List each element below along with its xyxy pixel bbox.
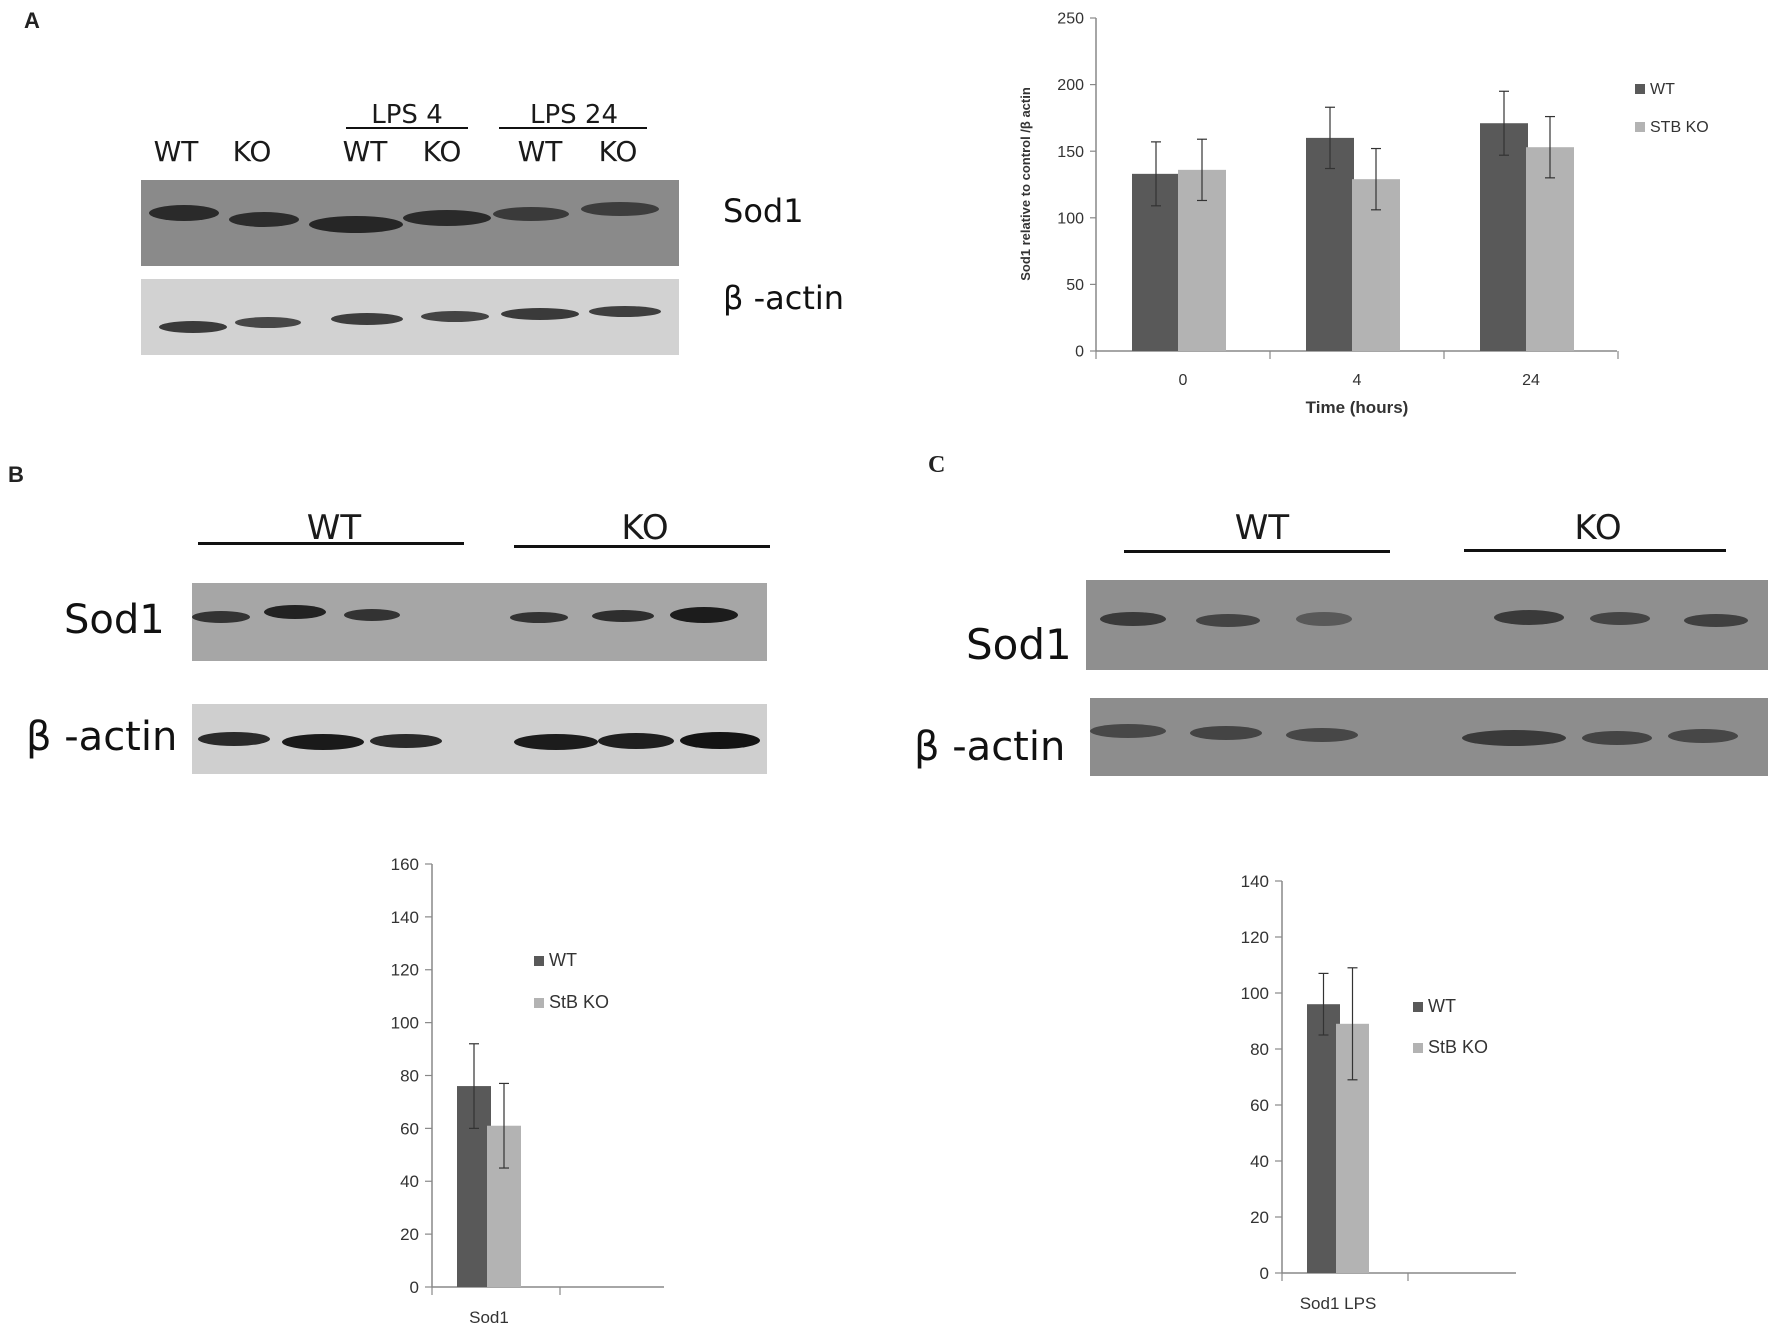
blot-a-lane-3: WT — [342, 135, 388, 168]
chart-b-y-tick-label: 0 — [410, 1278, 419, 1297]
chart-c-y-tick-label: 120 — [1241, 928, 1269, 947]
blot-a-lane-1: WT — [153, 135, 199, 168]
chart-b-y-tick-label: 20 — [400, 1225, 419, 1244]
chart-a-category-label: 24 — [1522, 372, 1540, 389]
chart-b-y-tick-label: 60 — [400, 1119, 419, 1138]
chart-a-legend-label: WT — [1650, 81, 1675, 98]
chart-a-legend-swatch — [1635, 122, 1645, 132]
chart-b-legend-label: WT — [549, 950, 577, 970]
chart-a-category-label: 4 — [1353, 372, 1362, 389]
blot-a-actin-image — [141, 279, 679, 355]
chart-c-y-tick-label: 0 — [1260, 1264, 1269, 1283]
chart-b-legend-swatch — [534, 956, 544, 966]
chart-a-y-tick-label: 50 — [1066, 277, 1084, 294]
chart-c-y-tick-label: 140 — [1241, 872, 1269, 891]
blot-c-group-wt: WT — [1234, 508, 1290, 548]
chart-b-y-tick-label: 100 — [391, 1014, 419, 1033]
blot-b-row-actin-label: β -actin — [26, 714, 178, 760]
chart-c-legend-label: StB KO — [1428, 1037, 1488, 1057]
panel-a-letter: A — [24, 8, 40, 33]
blot-b-group-wt: WT — [306, 508, 362, 548]
chart-b-y-tick-label: 140 — [391, 908, 419, 927]
chart-a-y-axis-title: Sod1 relative to control /β actin — [1018, 87, 1033, 281]
chart-a-bar-stb-ko-2 — [1526, 147, 1574, 351]
blot-a-lane-6: KO — [598, 135, 638, 168]
chart-b-legend-swatch — [534, 998, 544, 1008]
chart-a-category-label: 0 — [1179, 372, 1188, 389]
chart-b-y-tick-label: 120 — [391, 961, 419, 980]
chart-c-bar-wt-0 — [1307, 1004, 1340, 1273]
chart-c-y-tick-label: 100 — [1241, 984, 1269, 1003]
chart-a-bar-wt-2 — [1480, 123, 1528, 351]
blot-b-actin-image — [192, 704, 767, 774]
blot-a-group-lps24: LPS 24 — [529, 100, 619, 130]
blot-c-row-actin-label: β -actin — [914, 724, 1066, 770]
blot-a-sod1-image — [141, 180, 679, 266]
chart-c-legend-label: WT — [1428, 996, 1456, 1016]
chart-b-legend-label: StB KO — [549, 992, 609, 1012]
chart-b-y-tick-label: 40 — [400, 1172, 419, 1191]
blot-a-lane-4: KO — [422, 135, 462, 168]
chart-c-y-tick-label: 20 — [1250, 1208, 1269, 1227]
panel-b-letter: B — [8, 462, 24, 487]
blot-a-group-rule-lps24 — [499, 127, 647, 129]
blot-b-group-rule-ko — [514, 545, 770, 548]
panel-c-letter: C — [928, 452, 946, 478]
chart-a-y-tick-label: 100 — [1057, 210, 1084, 227]
blot-a-row-sod1-label: Sod1 — [723, 192, 804, 230]
blot-b-row-sod1-label: Sod1 — [64, 597, 165, 643]
chart-c-y-tick-label: 60 — [1250, 1096, 1269, 1115]
chart-c-y-tick-label: 80 — [1250, 1040, 1269, 1059]
blot-c-actin-image — [1090, 698, 1768, 776]
chart-a-y-tick-label: 150 — [1057, 144, 1084, 161]
chart-c-category-label: Sod1 LPS — [1300, 1294, 1377, 1313]
blot-c-group-ko: KO — [1574, 508, 1622, 548]
chart-a-y-tick-label: 0 — [1075, 344, 1084, 361]
chart-c-legend-swatch — [1413, 1043, 1423, 1053]
chart-c-y-tick-label: 40 — [1250, 1152, 1269, 1171]
blot-a-group-rule-lps4 — [346, 127, 468, 129]
chart-b-category-label: Sod1 — [469, 1308, 509, 1327]
chart-a-y-tick-label: 200 — [1057, 77, 1084, 94]
blot-c-row-sod1-label: Sod1 — [966, 620, 1072, 669]
chart-a-x-axis-title: Time (hours) — [1306, 398, 1409, 417]
chart-a-legend-label: STB KO — [1650, 119, 1709, 136]
blot-c-group-rule-ko — [1464, 549, 1726, 552]
chart-a-y-tick-label: 250 — [1057, 11, 1084, 28]
blot-b-group-rule-wt — [198, 542, 464, 545]
blot-b-group-ko: KO — [621, 508, 669, 548]
blot-c-group-rule-wt — [1124, 550, 1390, 553]
blot-b-sod1-image — [192, 583, 767, 661]
chart-a-bar-wt-1 — [1306, 137, 1354, 351]
blot-a-group-lps4: LPS 4 — [371, 100, 443, 130]
chart-a-legend-swatch — [1635, 84, 1645, 94]
blot-a-row-actin-label: β -actin — [723, 279, 845, 317]
blot-a-lane-2: KO — [232, 135, 272, 168]
blot-a-lane-5: WT — [517, 135, 563, 168]
chart-b-y-tick-label: 80 — [400, 1066, 419, 1085]
blot-c-sod1-image — [1086, 580, 1768, 670]
chart-b-y-tick-label: 160 — [391, 855, 419, 874]
chart-c-legend-swatch — [1413, 1002, 1423, 1012]
